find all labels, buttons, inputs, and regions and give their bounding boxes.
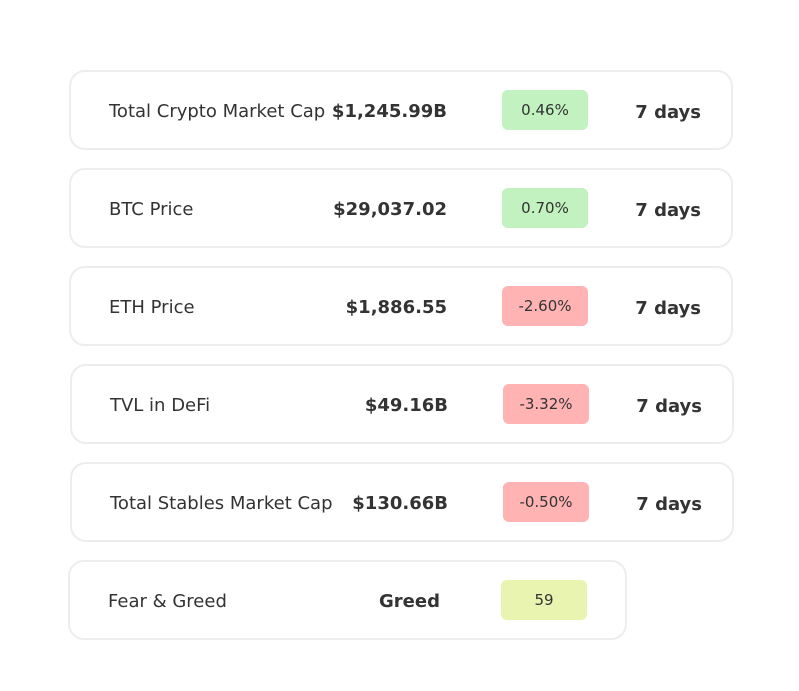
fear-greed-card: Fear & Greed Greed 59 <box>68 560 627 640</box>
metric-card-tvl-in-defi: TVL in DeFi $49.16B -3.32% 7 days <box>70 364 734 444</box>
metric-change-badge: 0.70% <box>502 188 588 228</box>
metric-period: 7 days <box>635 102 701 123</box>
fear-greed-index-badge: 59 <box>501 580 587 620</box>
metric-card-total-crypto-market-cap: Total Crypto Market Cap $1,245.99B 0.46%… <box>69 70 733 150</box>
metric-change-badge: -2.60% <box>502 286 588 326</box>
metric-period: 7 days <box>636 494 702 515</box>
metric-label: Total Crypto Market Cap <box>109 101 326 122</box>
metric-change-badge: -3.32% <box>503 384 589 424</box>
metric-card-eth-price: ETH Price $1,886.55 -2.60% 7 days <box>69 266 733 346</box>
metric-change-badge: 0.46% <box>502 90 588 130</box>
metric-value: $130.66B <box>352 493 448 514</box>
fear-greed-label: Fear & Greed <box>108 591 227 612</box>
metric-period: 7 days <box>635 200 701 221</box>
metric-period: 7 days <box>635 298 701 319</box>
metric-period: 7 days <box>636 396 702 417</box>
metric-value: $1,245.99B <box>331 101 447 122</box>
metric-label: BTC Price <box>109 199 194 220</box>
metric-card-btc-price: BTC Price $29,037.02 0.70% 7 days <box>69 168 733 248</box>
metric-card-total-stables-market-cap: Total Stables Market Cap $130.66B -0.50%… <box>70 462 734 542</box>
metric-label: Total Stables Market Cap <box>110 493 333 514</box>
metric-change-badge: -0.50% <box>503 482 589 522</box>
metric-value: $29,037.02 <box>333 199 447 220</box>
metric-label: ETH Price <box>109 297 195 318</box>
metric-label: TVL in DeFi <box>110 395 211 416</box>
metric-value: $49.16B <box>364 395 448 416</box>
metric-value: $1,886.55 <box>345 297 447 318</box>
fear-greed-value: Greed <box>379 591 440 612</box>
